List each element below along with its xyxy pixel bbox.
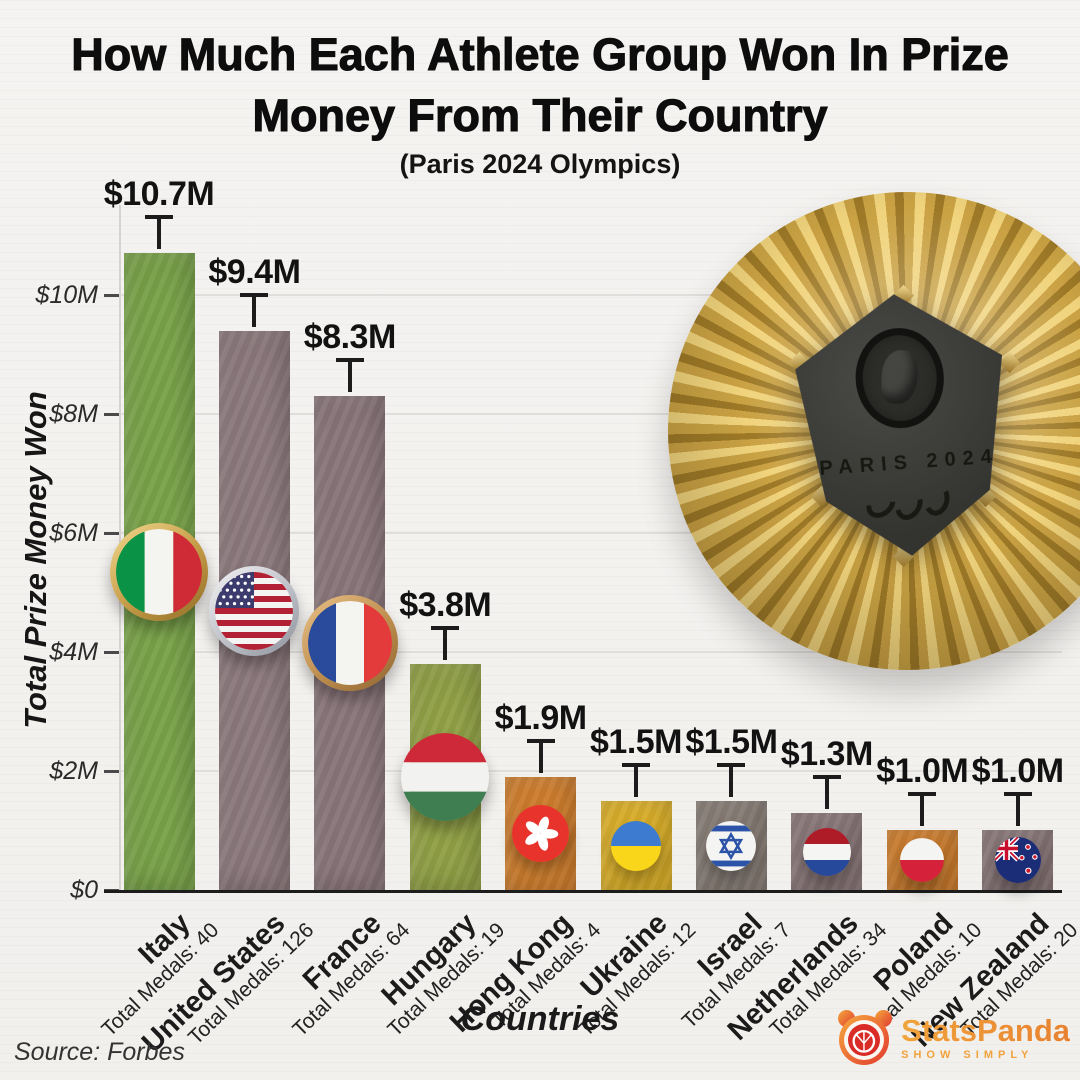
value-marker-stem bbox=[157, 219, 161, 249]
gridline bbox=[104, 294, 1062, 296]
y-axis-title: Total Prize Money Won bbox=[18, 391, 53, 729]
value-marker-stem bbox=[824, 779, 829, 809]
paralympic-agitos-icon bbox=[800, 478, 1018, 528]
hong-kong-flag-icon bbox=[512, 805, 570, 862]
gold-medal-image: PARIS 2024 bbox=[668, 192, 1080, 670]
page-subtitle: (Paris 2024 Olympics) bbox=[399, 149, 681, 179]
value-label-netherlands: $1.3M bbox=[780, 735, 874, 773]
flag-ukraine bbox=[611, 820, 661, 871]
value-label-poland: $1.0M bbox=[876, 752, 969, 790]
y-axis-tick bbox=[104, 413, 120, 416]
panda-icon: ☮ bbox=[837, 1010, 893, 1066]
value-marker-israel bbox=[717, 763, 746, 767]
y-axis-tick bbox=[104, 651, 120, 654]
value-label-france: $8.3M bbox=[303, 318, 397, 356]
gridline bbox=[104, 413, 1062, 415]
value-marker-poland bbox=[908, 792, 937, 796]
y-tick-label: $8M bbox=[49, 400, 98, 428]
x-axis-title: Countries bbox=[460, 1000, 620, 1038]
statspanda-logo: ☮ StatsPanda SHOW SIMPLY bbox=[837, 1010, 1070, 1066]
value-marker-stem bbox=[1015, 796, 1020, 826]
y-tick-label: $2M bbox=[49, 757, 98, 785]
value-marker-stem bbox=[443, 630, 448, 660]
y-axis-tick bbox=[104, 532, 120, 535]
flag-france-bronze-ring bbox=[301, 595, 398, 691]
y-tick-label: $0 bbox=[70, 876, 98, 904]
value-label-hungary: $3.8M bbox=[399, 586, 492, 624]
title-line-1: How Much Each Athlete Group Won In Prize bbox=[71, 28, 1010, 80]
flag-united-states-silver-ring bbox=[209, 565, 300, 656]
gridline bbox=[104, 651, 1062, 653]
flag-netherlands bbox=[802, 827, 851, 876]
flag-new-zealand bbox=[994, 837, 1041, 883]
y-axis-tick bbox=[104, 770, 120, 773]
medal-hexagon: PARIS 2024 bbox=[786, 287, 1020, 563]
united-states-flag-icon bbox=[215, 571, 294, 650]
value-marker-hungary bbox=[431, 626, 460, 630]
value-marker-stem bbox=[920, 796, 925, 826]
value-marker-stem bbox=[538, 743, 543, 773]
y-tick-label: $10M bbox=[35, 281, 98, 309]
new-zealand-flag-icon bbox=[994, 837, 1041, 883]
medal-engraving: PARIS 2024 bbox=[818, 445, 1000, 480]
value-marker-new-zealand bbox=[1003, 792, 1032, 796]
value-marker-netherlands bbox=[812, 775, 841, 779]
gridline bbox=[104, 532, 1062, 534]
hungary-flag-icon bbox=[401, 733, 490, 821]
flag-israel bbox=[706, 820, 757, 871]
brand-tagline: SHOW SIMPLY bbox=[901, 1049, 1034, 1061]
ukraine-flag-icon bbox=[611, 820, 661, 871]
italy-flag-icon bbox=[116, 528, 202, 615]
value-marker-france bbox=[335, 358, 364, 362]
value-marker-hong-kong bbox=[526, 739, 555, 743]
poland-flag-icon bbox=[900, 838, 945, 882]
value-marker-united-states bbox=[240, 293, 269, 297]
value-label-united-states: $9.4M bbox=[208, 253, 301, 291]
page-title: How Much Each Athlete Group Won In Prize… bbox=[0, 24, 1080, 146]
value-label-hong-kong: $1.9M bbox=[494, 699, 588, 737]
paris2024-flame-emblem bbox=[852, 325, 947, 431]
y-tick-label: $4M bbox=[49, 638, 98, 666]
value-label-israel: $1.5M bbox=[685, 723, 778, 761]
value-marker-stem bbox=[347, 362, 352, 392]
y-axis-tick bbox=[104, 294, 120, 297]
value-label-ukraine: $1.5M bbox=[590, 723, 683, 761]
x-axis-line bbox=[104, 890, 1062, 893]
source-credit: Source: Forbes bbox=[14, 1038, 185, 1066]
value-marker-ukraine bbox=[622, 763, 650, 767]
value-marker-italy bbox=[145, 215, 173, 219]
flag-hungary bbox=[401, 733, 490, 821]
flag-italy-gold-ring bbox=[110, 522, 208, 621]
value-marker-stem bbox=[729, 767, 734, 797]
gridline bbox=[104, 770, 1062, 772]
value-marker-stem bbox=[634, 767, 638, 797]
flame-icon bbox=[880, 349, 919, 405]
y-tick-label: $6M bbox=[49, 519, 98, 547]
title-line-2: Money From Their Country bbox=[252, 89, 828, 141]
flag-poland bbox=[900, 838, 945, 882]
peace-symbol-icon: ☮ bbox=[850, 1022, 879, 1058]
flag-hong-kong bbox=[512, 805, 570, 862]
value-label-new-zealand: $1.0M bbox=[971, 752, 1065, 790]
value-marker-stem bbox=[252, 297, 257, 327]
israel-flag-icon bbox=[706, 820, 757, 871]
value-label-italy: $10.7M bbox=[103, 175, 215, 213]
brand-name: StatsPanda bbox=[901, 1013, 1070, 1048]
netherlands-flag-icon bbox=[802, 827, 851, 876]
